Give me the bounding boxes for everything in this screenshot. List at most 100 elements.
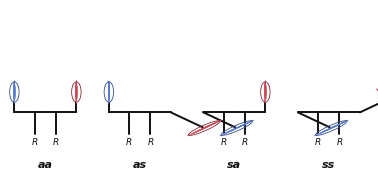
Ellipse shape [14,82,15,102]
Ellipse shape [108,82,110,102]
Ellipse shape [223,121,253,135]
Ellipse shape [76,84,77,103]
Ellipse shape [187,122,217,136]
Ellipse shape [76,81,77,101]
Ellipse shape [377,89,378,103]
Ellipse shape [316,121,346,135]
Ellipse shape [108,80,110,100]
Ellipse shape [186,122,216,136]
Ellipse shape [108,84,110,103]
Ellipse shape [76,83,77,103]
Ellipse shape [187,122,217,136]
Ellipse shape [316,121,346,135]
Ellipse shape [189,121,219,135]
Ellipse shape [108,81,110,101]
Ellipse shape [318,120,348,134]
Text: as: as [133,160,147,170]
Text: aa: aa [38,160,53,170]
Ellipse shape [76,82,77,102]
Ellipse shape [76,83,77,103]
Ellipse shape [222,121,251,135]
Ellipse shape [265,83,266,102]
Ellipse shape [265,83,266,103]
Ellipse shape [14,82,15,102]
Ellipse shape [265,82,266,102]
Ellipse shape [265,82,266,102]
Ellipse shape [14,83,15,102]
Ellipse shape [192,120,222,134]
Ellipse shape [265,82,266,102]
Ellipse shape [14,84,15,103]
Ellipse shape [14,82,15,102]
Ellipse shape [265,80,266,100]
Ellipse shape [375,88,378,102]
Ellipse shape [14,82,15,101]
Ellipse shape [316,121,345,135]
Ellipse shape [14,83,15,103]
Ellipse shape [76,82,77,102]
Ellipse shape [76,82,77,102]
Ellipse shape [108,82,110,101]
Text: R: R [336,138,342,147]
Ellipse shape [188,122,218,136]
Ellipse shape [220,122,249,136]
Ellipse shape [317,121,347,135]
Ellipse shape [14,81,15,101]
Ellipse shape [223,120,253,134]
Ellipse shape [219,122,249,136]
Ellipse shape [319,120,349,134]
Ellipse shape [376,89,378,103]
Ellipse shape [189,121,219,135]
Ellipse shape [191,120,221,134]
Ellipse shape [221,122,251,136]
Ellipse shape [192,120,222,134]
Ellipse shape [222,121,251,135]
Ellipse shape [76,81,77,101]
Ellipse shape [220,122,250,136]
Text: ss: ss [322,160,336,170]
Text: R: R [147,138,153,147]
Ellipse shape [14,81,15,101]
Ellipse shape [222,121,252,135]
Ellipse shape [108,81,110,101]
Ellipse shape [188,122,218,136]
Text: R: R [53,138,59,147]
Ellipse shape [108,83,110,103]
Ellipse shape [108,81,110,100]
Ellipse shape [189,121,218,135]
Ellipse shape [265,83,266,103]
Text: R: R [221,138,227,147]
Ellipse shape [14,81,15,101]
Ellipse shape [14,81,15,101]
Ellipse shape [223,121,253,135]
Ellipse shape [108,83,110,103]
Ellipse shape [76,81,77,100]
Ellipse shape [108,83,110,102]
Ellipse shape [189,121,219,135]
Ellipse shape [319,120,349,134]
Ellipse shape [265,81,266,101]
Ellipse shape [318,120,348,134]
Ellipse shape [190,121,220,135]
Ellipse shape [76,81,77,101]
Ellipse shape [315,122,345,136]
Ellipse shape [76,84,77,104]
Ellipse shape [376,89,378,103]
Ellipse shape [76,82,77,101]
Ellipse shape [108,84,110,104]
Ellipse shape [224,120,254,134]
Ellipse shape [265,82,266,101]
Ellipse shape [220,122,250,136]
Ellipse shape [191,120,221,134]
Ellipse shape [14,84,15,104]
Ellipse shape [265,81,266,101]
Ellipse shape [265,84,266,103]
Ellipse shape [265,81,266,101]
Ellipse shape [314,122,344,136]
Ellipse shape [225,120,254,134]
Text: R: R [126,138,132,147]
Ellipse shape [315,122,345,136]
Ellipse shape [314,122,344,136]
Ellipse shape [222,121,252,135]
Ellipse shape [108,82,110,102]
